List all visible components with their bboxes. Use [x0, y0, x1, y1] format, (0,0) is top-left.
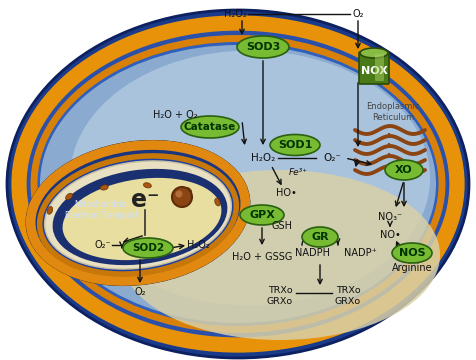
Text: TRXo
GRXo: TRXo GRXo	[335, 286, 361, 306]
Text: H₂O₂: H₂O₂	[251, 153, 275, 163]
Ellipse shape	[270, 135, 320, 156]
Ellipse shape	[45, 161, 231, 269]
Ellipse shape	[237, 36, 289, 58]
Text: Catatase: Catatase	[184, 122, 236, 132]
Text: Fe³⁺: Fe³⁺	[288, 167, 307, 176]
Text: O₂⁻: O₂⁻	[95, 240, 111, 250]
Ellipse shape	[31, 35, 445, 333]
Ellipse shape	[70, 50, 430, 306]
Ellipse shape	[100, 185, 108, 190]
Ellipse shape	[360, 48, 388, 58]
Ellipse shape	[53, 169, 228, 265]
Text: H₂O + O₂: H₂O + O₂	[153, 110, 198, 120]
Ellipse shape	[66, 193, 72, 200]
Text: Endoplasmic
Reticulum: Endoplasmic Reticulum	[366, 102, 420, 122]
Text: H₂O + GSSG: H₂O + GSSG	[232, 252, 292, 262]
Text: GPX: GPX	[249, 210, 275, 220]
Text: O₂⁻: O₂⁻	[323, 153, 341, 163]
Ellipse shape	[240, 205, 284, 225]
Ellipse shape	[40, 45, 436, 323]
FancyBboxPatch shape	[359, 52, 389, 84]
Ellipse shape	[27, 141, 249, 285]
Ellipse shape	[215, 198, 220, 206]
Text: O₂: O₂	[352, 9, 364, 19]
Ellipse shape	[302, 227, 338, 247]
Text: NADP⁺: NADP⁺	[344, 248, 377, 258]
Text: GSH: GSH	[271, 221, 292, 231]
Text: e⁻: e⁻	[131, 188, 159, 212]
Ellipse shape	[29, 143, 248, 283]
Text: NOX: NOX	[360, 66, 387, 76]
Text: HO•: HO•	[276, 188, 297, 198]
Text: SOD1: SOD1	[278, 140, 312, 150]
Text: Mitochondrial
Electron Transport: Mitochondrial Electron Transport	[65, 200, 139, 220]
Ellipse shape	[47, 207, 53, 214]
Ellipse shape	[385, 160, 423, 180]
Ellipse shape	[14, 17, 462, 351]
Text: NOS: NOS	[399, 248, 426, 258]
Ellipse shape	[62, 178, 221, 260]
Ellipse shape	[123, 238, 173, 258]
Ellipse shape	[172, 187, 192, 207]
Text: SOD3: SOD3	[246, 42, 280, 52]
Ellipse shape	[143, 183, 151, 188]
Ellipse shape	[181, 116, 239, 138]
Ellipse shape	[392, 243, 432, 263]
Text: NO₃⁻: NO₃⁻	[378, 212, 402, 222]
Text: O₂: O₂	[134, 287, 146, 297]
Ellipse shape	[39, 155, 238, 275]
Text: TRXo
GRXo: TRXo GRXo	[267, 286, 293, 306]
Ellipse shape	[7, 10, 469, 358]
Text: NO•: NO•	[379, 230, 400, 240]
Text: NADPH: NADPH	[296, 248, 330, 258]
Ellipse shape	[185, 187, 192, 194]
Text: GR: GR	[311, 232, 329, 242]
Ellipse shape	[120, 170, 440, 340]
FancyBboxPatch shape	[375, 54, 384, 81]
Text: H₂O₂: H₂O₂	[187, 240, 209, 250]
Text: SOD2: SOD2	[132, 243, 164, 253]
Text: Arginine: Arginine	[392, 263, 432, 273]
Ellipse shape	[176, 190, 182, 198]
Text: H₂O₂: H₂O₂	[224, 9, 247, 19]
Text: XO: XO	[395, 165, 413, 175]
